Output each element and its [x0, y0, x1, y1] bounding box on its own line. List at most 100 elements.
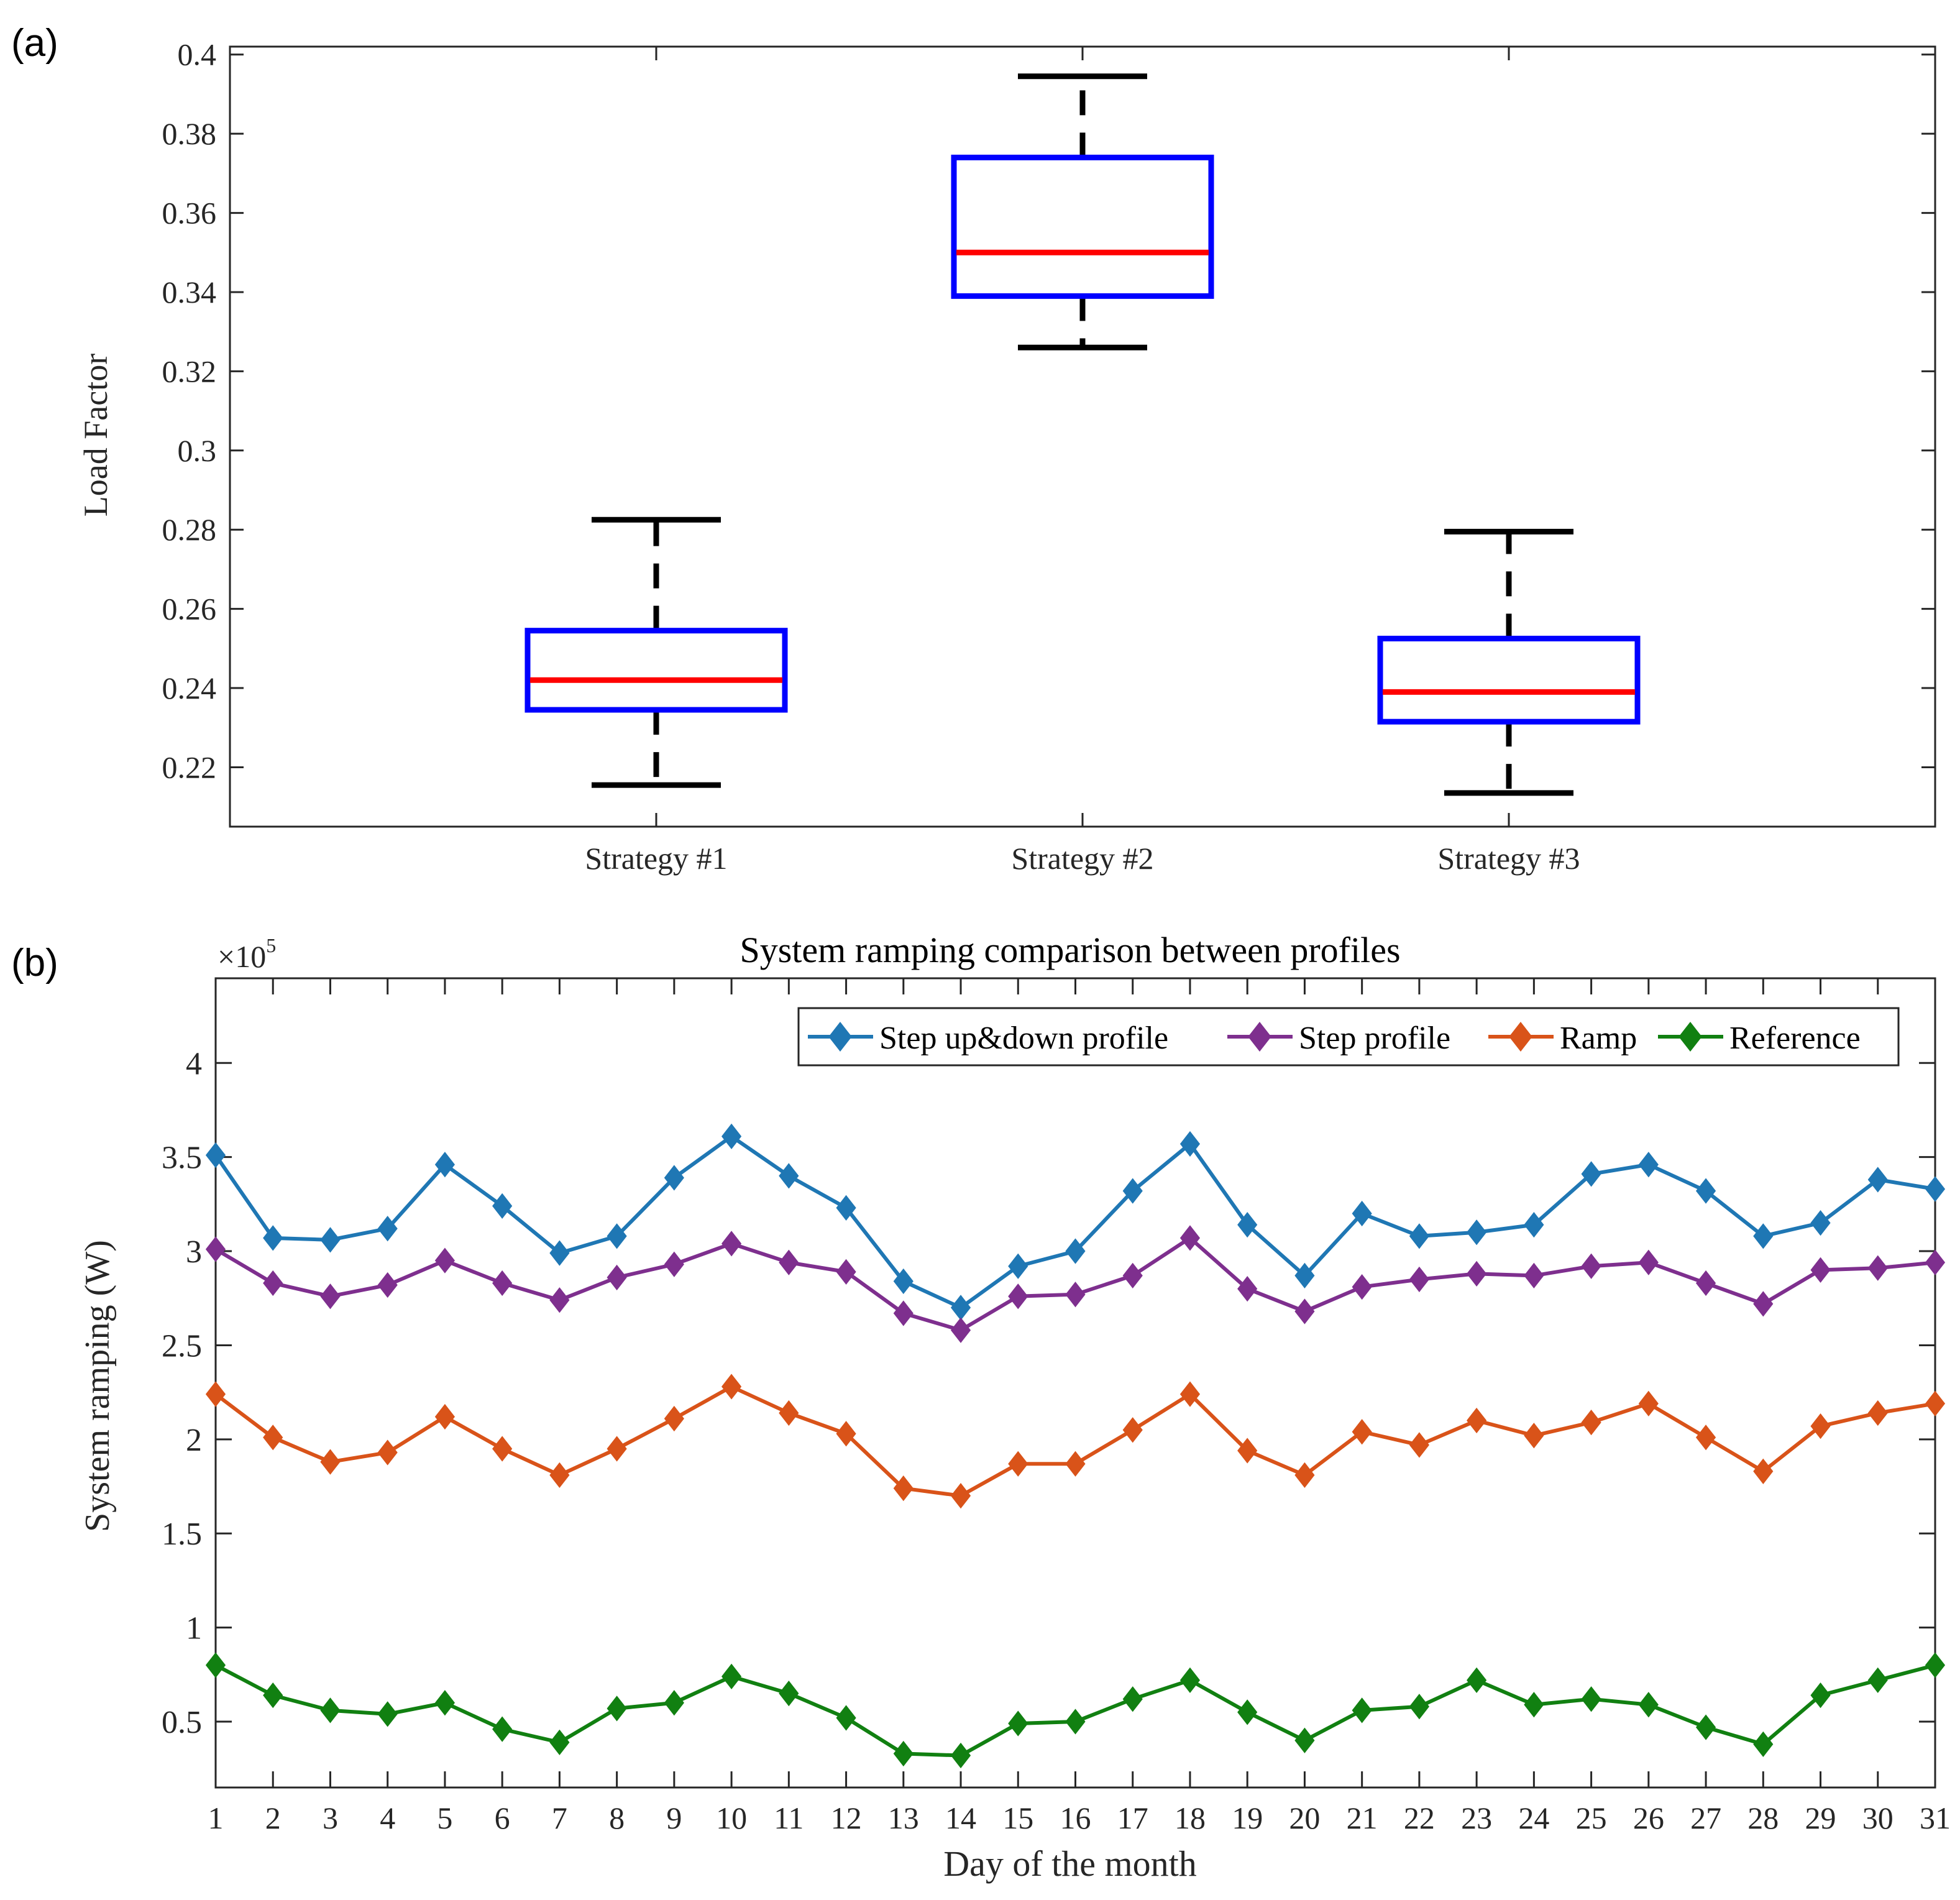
data-point-marker	[836, 1421, 856, 1447]
data-point-marker	[434, 1403, 456, 1430]
data-point-marker	[1409, 1432, 1429, 1458]
data-point-marker	[664, 1165, 684, 1191]
x-tick-label: Strategy #2	[1011, 841, 1153, 876]
data-point-marker	[1867, 1167, 1888, 1193]
data-point-marker	[721, 1123, 742, 1149]
data-point-marker	[434, 1690, 456, 1716]
data-point-marker	[1409, 1694, 1429, 1720]
data-point-marker	[1925, 1652, 1946, 1678]
panel-b-label: (b)	[11, 942, 58, 984]
y-tick-label: 3.5	[162, 1140, 202, 1176]
data-point-marker	[1065, 1451, 1086, 1477]
x-tick-label: 15	[1002, 1801, 1033, 1835]
panel-b-linechart: (b) System ramping comparison between pr…	[11, 930, 1951, 1884]
y-exponent-base: ×10	[218, 939, 266, 974]
data-point-marker	[377, 1439, 398, 1466]
data-point-marker	[1008, 1710, 1028, 1737]
data-point-marker	[1122, 1178, 1143, 1204]
x-tick-label: 21	[1347, 1801, 1378, 1835]
panel-a-boxes	[524, 73, 1641, 796]
x-tick-label: 30	[1862, 1801, 1894, 1835]
x-tick-label: 1	[208, 1801, 224, 1835]
data-point-marker	[1008, 1451, 1028, 1477]
data-point-marker	[779, 1400, 799, 1426]
data-point-marker	[1065, 1238, 1086, 1264]
x-tick-label: 14	[945, 1801, 976, 1835]
data-point-marker	[320, 1227, 341, 1253]
data-point-marker	[492, 1270, 513, 1296]
panel-b-xlabel: Day of the month	[943, 1843, 1197, 1884]
data-point-marker	[1753, 1458, 1774, 1484]
data-point-marker	[607, 1264, 627, 1291]
data-point-marker	[721, 1374, 742, 1400]
data-point-marker	[1122, 1686, 1143, 1712]
data-point-marker	[1638, 1249, 1659, 1275]
x-tick-label: 4	[380, 1801, 395, 1835]
legend-item-label: Reference	[1729, 1021, 1861, 1056]
legend-swatch-marker	[1678, 1022, 1702, 1052]
x-tick-label: 3	[323, 1801, 338, 1835]
data-point-marker	[1294, 1727, 1315, 1753]
y-tick-label: 0.26	[162, 592, 217, 626]
data-point-marker	[664, 1690, 684, 1716]
data-point-marker	[1352, 1697, 1372, 1723]
panel-a-x-axis: Strategy #1 Strategy #2 Strategy #3	[585, 47, 1580, 876]
x-tick-label: 17	[1117, 1801, 1148, 1835]
x-tick-label: 18	[1175, 1801, 1206, 1835]
data-point-marker	[607, 1696, 627, 1722]
data-point-marker	[263, 1225, 283, 1251]
data-point-marker	[1179, 1131, 1201, 1157]
panel-a-boxplot: (a) 0.220.240.260.280.30.320.340.360.380…	[11, 22, 1936, 876]
data-point-marker	[377, 1216, 398, 1242]
x-tick-label: 28	[1747, 1801, 1779, 1835]
data-point-marker	[1695, 1178, 1716, 1204]
panel-b-x-axis: 1 2 3 4 5 6 7 8 9 10 11 12 13 14 15 16 17 18 19 20 21 22 23 24 2…	[208, 978, 1951, 1835]
data-point-marker	[1638, 1390, 1659, 1416]
x-tick-label: Strategy #1	[585, 841, 727, 876]
x-tick-label: 16	[1060, 1801, 1091, 1835]
data-point-marker	[377, 1701, 398, 1727]
data-point-marker	[1008, 1253, 1028, 1279]
y-tick-label: 1	[186, 1611, 202, 1646]
data-point-marker	[1179, 1225, 1201, 1251]
data-point-marker	[1008, 1283, 1028, 1310]
data-point-marker	[1810, 1682, 1831, 1709]
box-iqr	[951, 154, 1214, 299]
y-tick-label: 0.38	[162, 116, 217, 151]
legend-item-label: Ramp	[1560, 1021, 1637, 1056]
data-point-marker	[205, 1381, 226, 1407]
data-point-marker	[1925, 1390, 1946, 1416]
data-point-marker	[549, 1287, 570, 1313]
y-tick-label: 0.3	[178, 433, 217, 468]
data-point-marker	[320, 1697, 341, 1723]
data-point-marker	[1467, 1260, 1487, 1287]
y-tick-label: 3	[186, 1234, 202, 1270]
data-point-marker	[1237, 1275, 1258, 1302]
panel-b-legend[interactable]: Step up&down profile Step profile Ramp Refe…	[797, 1007, 1900, 1067]
x-tick-label: Strategy #3	[1437, 841, 1580, 876]
data-point-marker	[1409, 1266, 1429, 1293]
data-point-marker	[1753, 1223, 1774, 1249]
panel-b-y-axis: 0.5 1 1.5 2 2.5 3 3.5 4	[162, 1046, 1935, 1740]
box-iqr	[1377, 635, 1641, 725]
data-point-marker	[549, 1462, 570, 1488]
data-point-marker	[377, 1272, 398, 1298]
data-point-marker	[1352, 1419, 1372, 1445]
data-point-marker	[1237, 1699, 1258, 1725]
data-point-marker	[664, 1251, 684, 1277]
data-point-marker	[1237, 1438, 1258, 1464]
x-tick-label: 12	[831, 1801, 862, 1835]
y-tick-label: 0.5	[162, 1705, 202, 1740]
data-point-marker	[1294, 1298, 1315, 1324]
data-point-marker	[950, 1317, 971, 1343]
data-point-marker	[836, 1705, 856, 1731]
data-point-marker	[1122, 1262, 1143, 1289]
x-tick-label: 5	[437, 1801, 452, 1835]
y-tick-label: 0.28	[162, 512, 217, 547]
data-point-marker	[1467, 1219, 1487, 1246]
data-point-marker	[1695, 1714, 1716, 1740]
data-point-marker	[1352, 1200, 1372, 1227]
panel-a-y-axis: 0.22 0.24 0.26 0.28 0.3 0.32 0.34 0.36 0.38 0.4	[162, 37, 1935, 784]
x-tick-label: 19	[1232, 1801, 1263, 1835]
